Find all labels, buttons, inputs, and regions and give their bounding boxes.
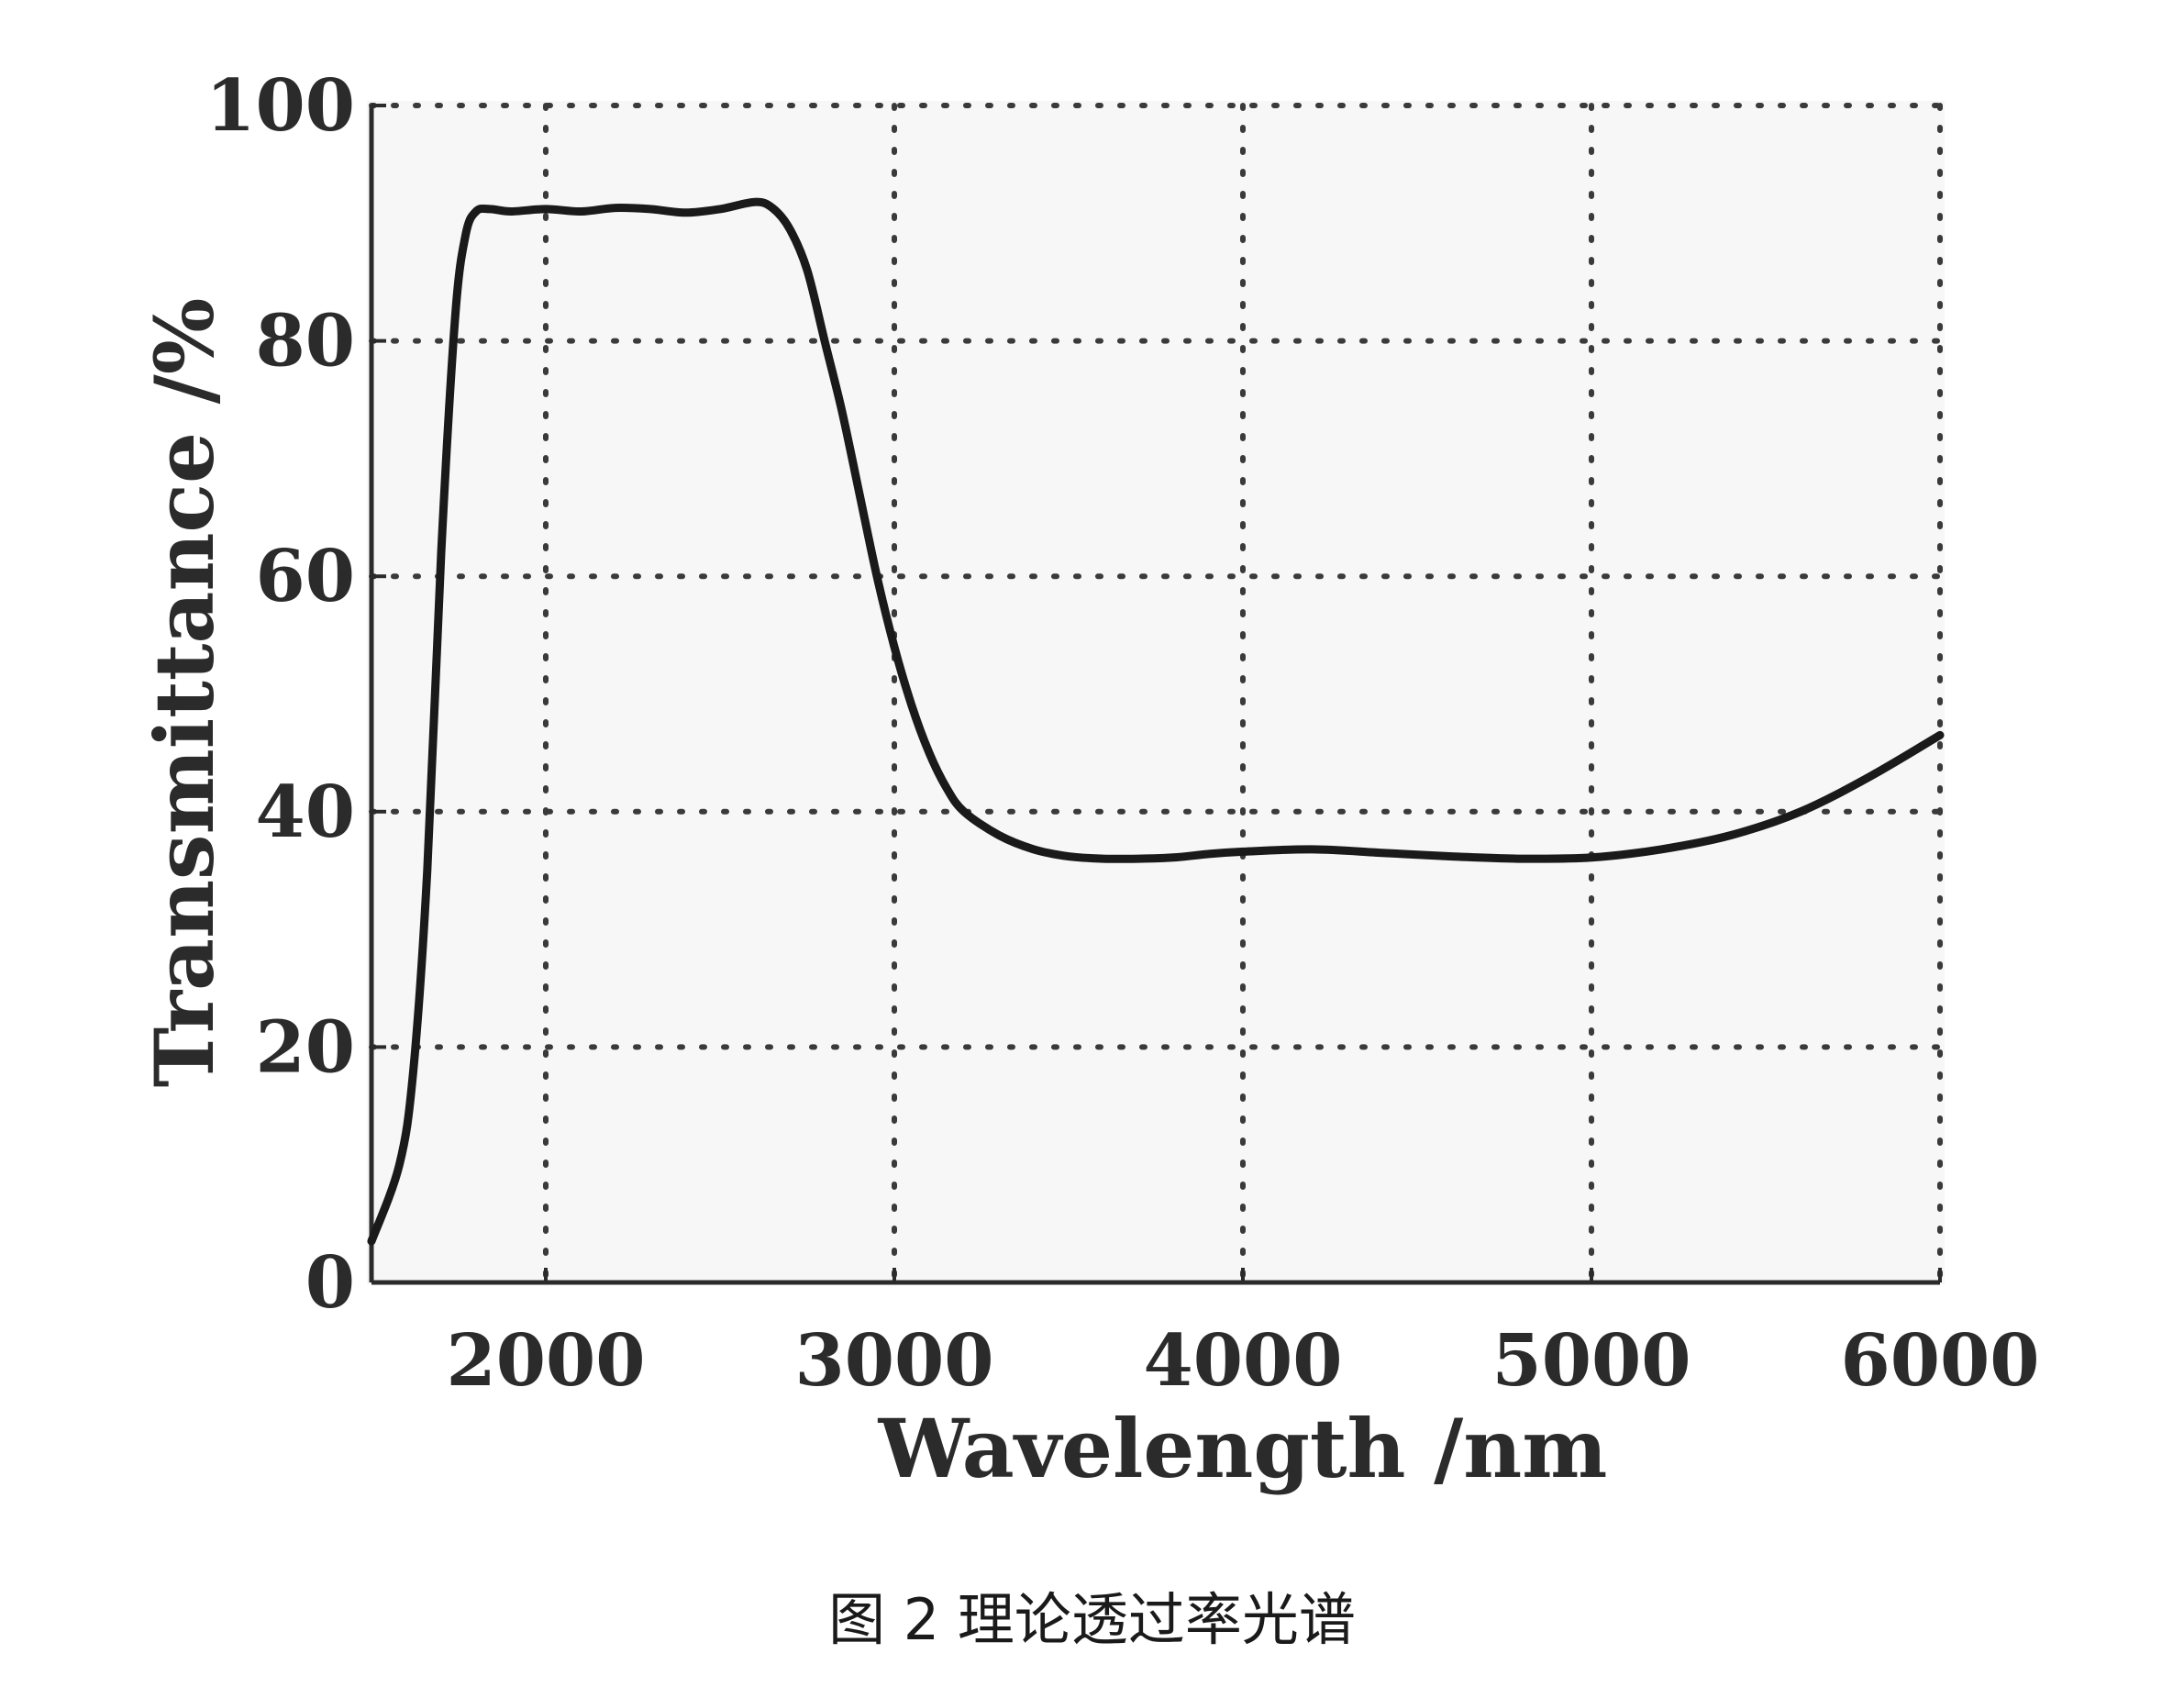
y-tick-label: 0 bbox=[305, 1241, 355, 1325]
y-tick-label: 60 bbox=[255, 535, 355, 618]
series-layer bbox=[367, 197, 1945, 1246]
y-tick-label: 20 bbox=[255, 1005, 355, 1089]
y-tick-label: 40 bbox=[255, 771, 355, 854]
y-tick-label: 100 bbox=[205, 64, 355, 148]
transmittance-curve-line bbox=[367, 197, 1945, 1246]
x-axis-label: Wavelength /nm bbox=[878, 1401, 1608, 1496]
x-tick-label: 2000 bbox=[446, 1319, 645, 1403]
grid-lines bbox=[369, 103, 1943, 1285]
figure-caption: 图 2 理论透过率光谱 bbox=[828, 1586, 1356, 1653]
x-tick-label: 6000 bbox=[1840, 1319, 2039, 1403]
axes bbox=[369, 104, 1942, 1285]
y-axis-label: Transmittance /% bbox=[137, 298, 232, 1088]
x-tick-label: 4000 bbox=[1143, 1319, 1342, 1403]
x-tick-label: 5000 bbox=[1491, 1319, 1691, 1403]
y-tick-label: 80 bbox=[255, 300, 355, 383]
y-tick-labels: 0 20 40 60 80 100 bbox=[205, 64, 355, 1325]
x-tick-labels: 2000 3000 4000 5000 6000 bbox=[446, 1319, 2039, 1403]
plot-background bbox=[367, 101, 1945, 1284]
x-tick-label: 3000 bbox=[794, 1319, 993, 1403]
